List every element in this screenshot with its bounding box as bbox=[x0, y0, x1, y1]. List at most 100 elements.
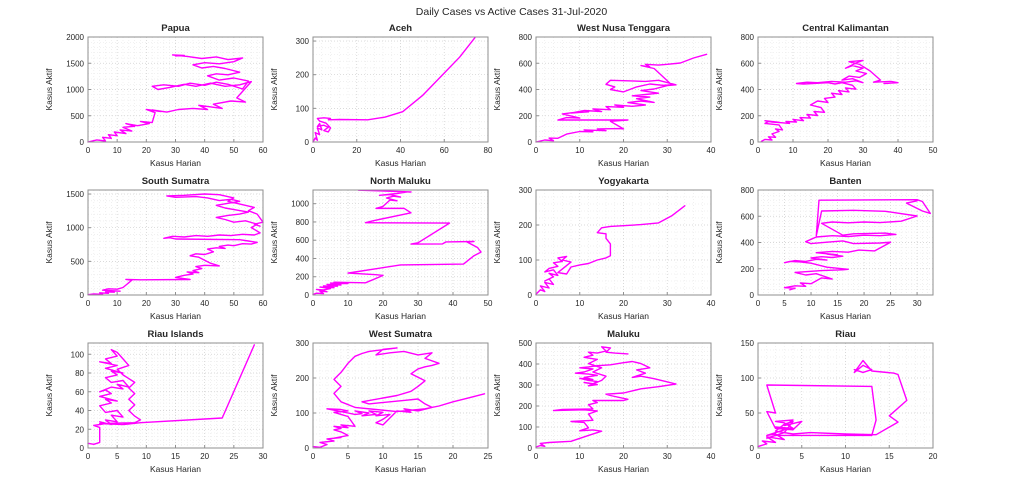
x-tick-label: 25 bbox=[886, 299, 895, 308]
axis-ticks: 0 10 20 30 40 50 0 200 400 600 800 bbox=[741, 33, 938, 155]
subplot-title: West Sumatra bbox=[369, 329, 433, 340]
x-tick-label: 0 bbox=[756, 299, 761, 308]
subplot-title: South Sumatra bbox=[142, 176, 210, 187]
x-tick-label: 60 bbox=[259, 299, 268, 308]
axis-ticks: 0 5 10 15 20 0 50 100 150 bbox=[741, 339, 938, 461]
x-tick-label: 50 bbox=[229, 146, 238, 155]
plot-grid bbox=[313, 343, 488, 448]
trajectory-line bbox=[87, 193, 264, 296]
y-tick-label: 200 bbox=[296, 273, 310, 282]
x-tick-label: 20 bbox=[142, 299, 151, 308]
x-axis-label: Kasus Harian bbox=[598, 464, 649, 474]
y-tick-label: 200 bbox=[519, 112, 533, 121]
y-axis-label: Kasus Aktif bbox=[714, 221, 724, 264]
x-tick-label: 10 bbox=[575, 452, 584, 461]
y-axis-label: Kasus Aktif bbox=[269, 374, 279, 417]
y-tick-label: 400 bbox=[519, 360, 533, 369]
x-tick-label: 10 bbox=[379, 452, 388, 461]
x-axis-label: Kasus Harian bbox=[820, 464, 871, 474]
x-tick-label: 5 bbox=[800, 452, 805, 461]
y-tick-label: 100 bbox=[519, 423, 533, 432]
y-tick-label: 0 bbox=[305, 138, 310, 147]
plot-area bbox=[313, 190, 488, 295]
y-tick-label: 200 bbox=[296, 374, 310, 383]
y-tick-label: 600 bbox=[741, 59, 755, 68]
x-axis-label: Kasus Harian bbox=[820, 158, 871, 168]
x-tick-label: 0 bbox=[311, 452, 316, 461]
subplot-central-kalimantan: 0 10 20 30 40 50 0 200 400 600 800 Central Kalimant… bbox=[714, 23, 938, 168]
y-tick-label: 2000 bbox=[66, 33, 84, 42]
y-tick-label: 400 bbox=[741, 86, 755, 95]
subplot-yogyakarta: 0 10 20 30 40 0 100 200 300 Yogyakarta Kasus Haria… bbox=[492, 176, 716, 321]
y-tick-label: 500 bbox=[71, 257, 85, 266]
x-tick-label: 10 bbox=[807, 299, 816, 308]
trajectory-line bbox=[312, 37, 476, 143]
y-tick-label: 200 bbox=[296, 71, 310, 80]
y-tick-label: 0 bbox=[80, 291, 85, 300]
subplot-title: Papua bbox=[161, 23, 190, 34]
x-tick-label: 0 bbox=[311, 299, 316, 308]
x-tick-label: 25 bbox=[229, 452, 238, 461]
y-tick-label: 60 bbox=[75, 388, 84, 397]
x-tick-label: 10 bbox=[841, 452, 850, 461]
y-tick-label: 600 bbox=[296, 236, 310, 245]
plot-grid bbox=[536, 37, 711, 142]
x-tick-label: 10 bbox=[789, 146, 798, 155]
axis-ticks: 0 10 20 30 40 50 60 0 500 1000 1500 bbox=[66, 190, 268, 308]
x-tick-label: 10 bbox=[575, 299, 584, 308]
x-tick-label: 15 bbox=[885, 452, 894, 461]
x-tick-label: 30 bbox=[913, 299, 922, 308]
x-tick-label: 15 bbox=[414, 452, 423, 461]
x-tick-label: 60 bbox=[259, 146, 268, 155]
y-tick-label: 1000 bbox=[66, 224, 84, 233]
y-tick-label: 0 bbox=[80, 444, 85, 453]
y-tick-label: 0 bbox=[528, 138, 533, 147]
y-axis-label: Kasus Aktif bbox=[492, 374, 502, 417]
y-tick-label: 50 bbox=[745, 409, 754, 418]
axis-ticks: 0 5 10 15 20 25 0 100 200 300 bbox=[296, 339, 493, 461]
y-tick-label: 0 bbox=[528, 291, 533, 300]
x-tick-label: 40 bbox=[200, 299, 209, 308]
plot-grid bbox=[313, 37, 488, 142]
y-tick-label: 0 bbox=[305, 291, 310, 300]
subplot-title: Riau Islands bbox=[148, 329, 204, 340]
y-tick-label: 400 bbox=[296, 254, 310, 263]
x-tick-label: 30 bbox=[859, 146, 868, 155]
subplot-south-sumatra: 0 10 20 30 40 50 60 0 500 1000 1500 South Sumatra Ka… bbox=[44, 176, 268, 321]
axis-ticks: 0 10 20 30 40 0 100 200 300 bbox=[519, 186, 716, 308]
subplot-riau-islands: 0 5 10 15 20 25 30 0 20 40 60 80 100 Riau Islands Kasu… bbox=[44, 329, 268, 474]
x-tick-label: 40 bbox=[707, 452, 716, 461]
axis-ticks: 0 10 20 30 40 50 60 0 500 1000 1500 2000 bbox=[66, 33, 268, 155]
trajectory-line bbox=[757, 359, 908, 448]
x-tick-label: 20 bbox=[379, 299, 388, 308]
y-tick-label: 800 bbox=[741, 186, 755, 195]
x-tick-label: 20 bbox=[619, 299, 628, 308]
subplot-title: Central Kalimantan bbox=[802, 23, 889, 34]
y-tick-label: 100 bbox=[296, 409, 310, 418]
subplot-west-sumatra: 0 5 10 15 20 25 0 100 200 300 West Sumatra Kasus Ha… bbox=[269, 329, 493, 474]
x-tick-label: 0 bbox=[756, 146, 761, 155]
x-tick-label: 50 bbox=[484, 299, 493, 308]
x-tick-label: 60 bbox=[440, 146, 449, 155]
x-tick-label: 20 bbox=[824, 146, 833, 155]
y-tick-label: 600 bbox=[741, 212, 755, 221]
subplot-riau: 0 5 10 15 20 0 50 100 150 Riau Kasus Harian Kasus A… bbox=[714, 329, 938, 474]
x-tick-label: 0 bbox=[756, 452, 761, 461]
x-tick-label: 0 bbox=[534, 299, 539, 308]
trajectory-line bbox=[760, 59, 899, 143]
y-tick-label: 100 bbox=[519, 256, 533, 265]
axis-ticks: 0 20 40 60 80 0 100 200 300 bbox=[296, 37, 493, 155]
y-tick-label: 0 bbox=[750, 138, 755, 147]
y-tick-label: 200 bbox=[741, 112, 755, 121]
y-tick-label: 0 bbox=[80, 138, 85, 147]
subplot-title: Riau bbox=[835, 329, 856, 340]
subplot-title: Aceh bbox=[389, 23, 412, 34]
x-axis-label: Kasus Harian bbox=[598, 311, 649, 321]
subplot-title: West Nusa Tenggara bbox=[577, 23, 671, 34]
y-tick-label: 200 bbox=[519, 221, 533, 230]
x-tick-label: 20 bbox=[352, 146, 361, 155]
x-tick-label: 20 bbox=[929, 452, 938, 461]
